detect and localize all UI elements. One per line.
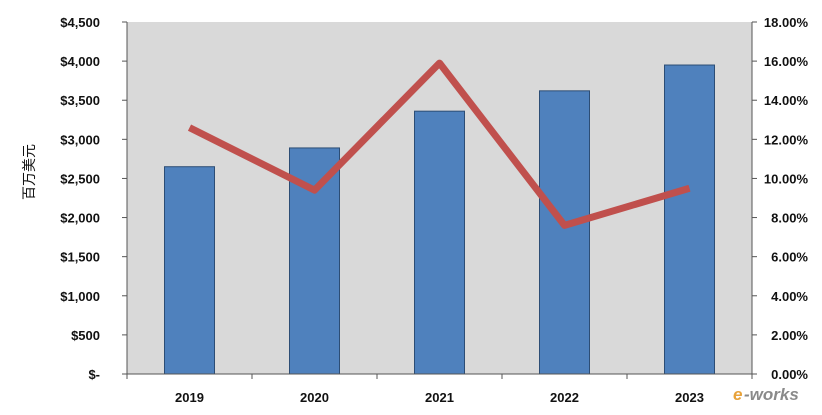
left-tick-label: $500 xyxy=(71,328,100,343)
right-tick-label: 2.00% xyxy=(771,328,808,343)
right-tick-label: 14.00% xyxy=(764,93,809,108)
right-tick-label: 6.00% xyxy=(771,250,808,265)
bar-2019 xyxy=(164,166,215,375)
bar-2021 xyxy=(414,110,465,375)
left-tick-label: $3,500 xyxy=(60,93,100,108)
bar-2022 xyxy=(539,90,590,375)
watermark: e -works xyxy=(733,385,799,404)
left-tick-label: $1,000 xyxy=(60,289,100,304)
x-tick-label: 2019 xyxy=(175,390,204,405)
right-tick-label: 12.00% xyxy=(764,132,809,147)
right-tick-label: 8.00% xyxy=(771,211,808,226)
percentage-line xyxy=(187,59,691,229)
right-tick-label: 4.00% xyxy=(771,289,808,304)
x-tick-label: 2023 xyxy=(675,390,704,405)
left-tick-label: $- xyxy=(88,367,100,382)
x-tick-label: 2021 xyxy=(425,390,454,405)
y-axis-label: 百万美元 xyxy=(22,144,38,200)
left-tick-label: $4,500 xyxy=(60,15,100,30)
right-tick-label: 10.00% xyxy=(764,171,809,186)
watermark-works: -works xyxy=(744,385,799,404)
x-tick-label: 2022 xyxy=(550,390,579,405)
left-tick-label: $2,500 xyxy=(60,171,100,186)
right-tick-label: 18.00% xyxy=(764,15,809,30)
right-tick-label: 0.00% xyxy=(771,367,808,382)
bar-2023 xyxy=(664,64,715,375)
left-tick-label: $1,500 xyxy=(60,250,100,265)
left-tick-label: $2,000 xyxy=(60,211,100,226)
right-tick-label: 16.00% xyxy=(764,54,809,69)
watermark-e: e xyxy=(733,385,742,404)
left-tick-label: $4,000 xyxy=(60,54,100,69)
left-tick-label: $3,000 xyxy=(60,132,100,147)
x-tick-label: 2020 xyxy=(300,390,329,405)
